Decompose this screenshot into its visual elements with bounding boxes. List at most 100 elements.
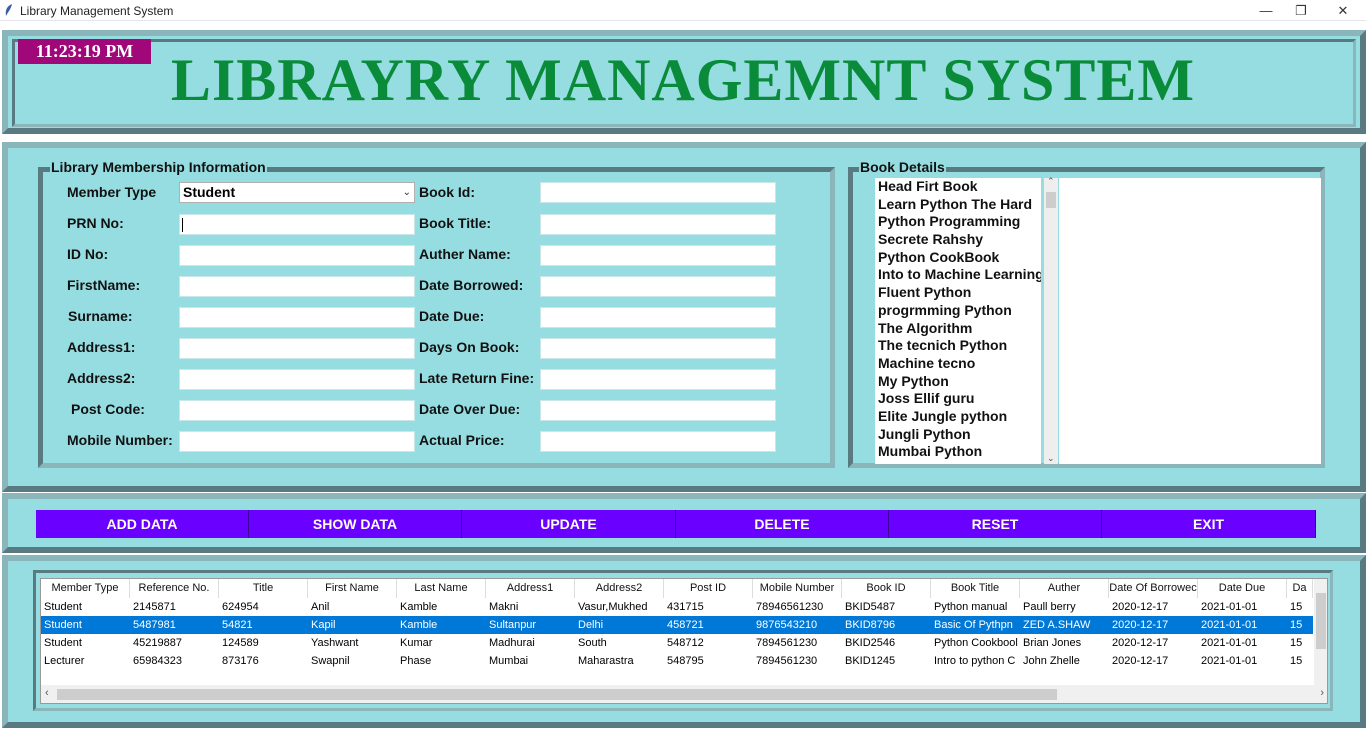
date-borrowed-field[interactable] [540,276,776,297]
clock-display: 11:23:19 PM [18,39,151,64]
address2-field[interactable] [179,369,415,390]
scroll-thumb[interactable] [1046,192,1056,208]
book-list: Head Firt Book Learn Python The Hard Pytho… [875,178,1041,461]
days-on-book-field[interactable] [540,338,776,359]
book-list-item[interactable]: progrmming Python [878,301,1012,318]
table-row[interactable]: Student 5487981 54821 Kapil Kamble Sultanpur D… [41,616,1313,634]
date-due-field[interactable] [540,307,776,328]
show-data-button[interactable]: SHOW DATA [249,510,462,538]
column-header[interactable]: Book ID [842,579,931,598]
book-id-field[interactable] [540,182,776,203]
column-header[interactable]: Member Type [41,579,130,598]
table-cell: 458721 [667,619,704,631]
actual-price-field[interactable] [540,431,776,452]
table-cell: Kamble [400,601,438,613]
table-cell: 15 [1290,601,1303,613]
book-detail-text[interactable] [1059,178,1321,464]
table-hscroll-thumb[interactable] [57,689,1057,700]
table-cell: BKID8796 [845,619,896,631]
minimize-button[interactable]: — [1259,3,1273,18]
member-type-label: Member Type [67,184,157,200]
book-listbox[interactable]: Head Firt Book Learn Python The Hard Pytho… [875,178,1041,464]
records-table[interactable]: Member Type Reference No. Title First Name L… [40,578,1328,704]
table-cell: 9876543210 [756,619,818,631]
postcode-field[interactable] [179,400,415,421]
book-list-item[interactable]: Head Firt Book [878,178,978,194]
book-list-item[interactable]: The Algorithm [878,319,973,336]
chevron-down-icon[interactable]: ⌄ [402,187,411,198]
scroll-right-icon[interactable]: › [1320,687,1324,699]
column-header[interactable]: First Name [308,579,397,598]
book-list-item[interactable]: Elite Jungle python [878,407,1008,424]
late-fine-field[interactable] [540,369,776,390]
book-list-item[interactable]: My Python [878,372,949,389]
book-list-item[interactable]: The tecnich Python [878,337,1008,354]
table-cell: Kamble [400,619,438,631]
column-header[interactable]: Date Due [1198,579,1287,598]
column-header[interactable]: Title [219,579,308,598]
scroll-down-icon[interactable]: ⌄ [1047,453,1055,463]
table-vscrollbar[interactable] [1314,579,1327,685]
book-title-label: Book Title: [419,215,492,231]
book-list-item[interactable]: Fluent Python [878,284,972,301]
date-overdue-field[interactable] [540,400,776,421]
table-cell: Madhurai [489,637,535,649]
column-header[interactable]: Post ID [664,579,753,598]
exit-button[interactable]: EXIT [1102,510,1316,538]
firstname-field[interactable] [179,276,415,297]
book-list-item[interactable]: Joss Ellif guru [878,390,975,407]
book-list-item[interactable]: Learn Python The Hard [878,195,1033,212]
mobile-label: Mobile Number: [67,432,173,448]
book-list-item[interactable]: Python CookBook [878,248,1000,265]
delete-button[interactable]: DELETE [676,510,889,538]
add-data-button[interactable]: ADD DATA [36,510,249,538]
table-cell: BKID2546 [845,637,896,649]
book-title-field[interactable] [540,214,776,235]
book-list-item[interactable]: Python Programming [878,213,1021,230]
author-field[interactable] [540,245,776,266]
table-cell: Student [44,601,82,613]
scroll-left-icon[interactable]: ‹ [45,687,49,699]
table-row[interactable]: Lecturer 65984323 873176 Swapnil Phase Mumbai… [41,652,1313,670]
column-header[interactable]: Address2 [575,579,664,598]
table-cell: 15 [1290,619,1303,631]
table-cell: 45219887 [133,637,182,649]
column-header[interactable]: Date Of Borrowec [1109,579,1198,598]
book-list-item[interactable]: Into to Machine Learning [878,266,1041,283]
table-row[interactable]: Student 2145871 624954 Anil Kamble Makni Vasur… [41,598,1313,616]
table-cell: 7894561230 [756,637,818,649]
book-list-scrollbar[interactable]: ⌃ ⌄ [1044,176,1058,464]
table-hscrollbar[interactable]: ‹ › [41,685,1327,703]
column-header[interactable]: Auther [1020,579,1109,598]
table-cell: Phase [400,655,432,667]
table-cell: Basic Of Pythpn [934,619,1013,631]
book-list-item[interactable]: Machine tecno [878,354,976,371]
table-row[interactable]: Student 45219887 124589 Yashwant Kumar Madhur… [41,634,1313,652]
book-list-item[interactable]: Mumbai Python [878,443,983,460]
column-header[interactable]: Reference No. [130,579,219,598]
column-header[interactable]: Da [1287,579,1313,598]
mobile-field[interactable] [179,431,415,452]
address1-field[interactable] [179,338,415,359]
table-cell: BKID1245 [845,655,896,667]
book-list-item[interactable]: Jungli Python [878,425,971,442]
column-header[interactable]: Book Title [931,579,1020,598]
column-header[interactable]: Last Name [397,579,486,598]
column-header[interactable]: Address1 [486,579,575,598]
reset-button[interactable]: RESET [889,510,1102,538]
member-type-select[interactable]: Student ⌄ [179,182,415,203]
id-field[interactable] [179,245,415,266]
restore-button[interactable]: ❐ [1295,3,1307,18]
column-header[interactable]: Mobile Number [753,579,842,598]
table-cell: Makni [489,601,519,613]
scroll-up-icon[interactable]: ⌃ [1047,176,1055,186]
update-button[interactable]: UPDATE [462,510,676,538]
table-cell: Anil [311,601,330,613]
book-list-item[interactable]: Secrete Rahshy [878,231,984,248]
postcode-label: Post Code: [71,401,145,417]
table-vscroll-thumb[interactable] [1316,593,1326,649]
prn-field[interactable] [179,214,415,235]
close-button[interactable]: ✕ [1337,3,1349,18]
table-cell: 15 [1290,655,1303,667]
surname-field[interactable] [179,307,415,328]
